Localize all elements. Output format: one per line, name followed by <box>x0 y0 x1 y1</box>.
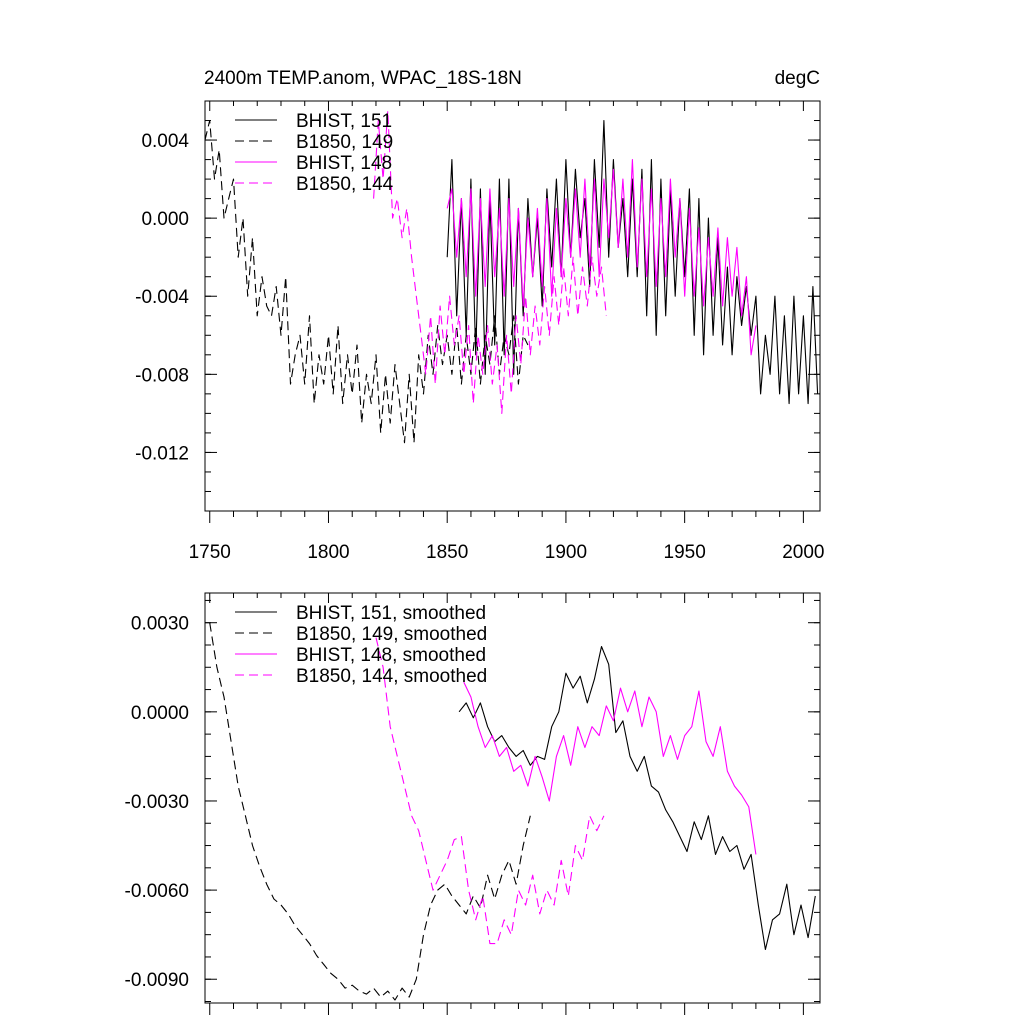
y-tick-label: -0.008 <box>135 365 189 386</box>
legend-label: B1850, 149 <box>296 132 393 153</box>
chart-title: 2400m TEMP.anom, WPAC_18S-18N <box>204 68 522 89</box>
legend-label: B1850, 144 <box>296 174 394 195</box>
y-tick-labels-top: 0.004 0.000 -0.004 -0.008 -0.012 <box>135 131 189 464</box>
x-tick-label: 1750 <box>189 542 231 563</box>
series-line-3 <box>446 159 757 356</box>
y-tick-label: -0.0030 <box>125 792 189 813</box>
panel-raw: 2400m TEMP.anom, WPAC_18S-18N degC 0.004… <box>135 68 824 563</box>
series-group-top <box>204 110 819 444</box>
axis-ticks-bottom <box>205 593 820 1015</box>
legend-label: BHIST, 151, smoothed <box>296 603 486 624</box>
x-tick-label: 1800 <box>307 542 349 563</box>
y-tick-label: 0.000 <box>141 209 189 230</box>
y-tick-label: 0.004 <box>141 131 189 152</box>
legend-label: B1850, 149, smoothed <box>296 624 487 645</box>
series-line-1 <box>458 645 816 951</box>
series-line-3 <box>463 681 757 855</box>
plot-frame-bottom <box>204 592 821 1004</box>
series-line-4 <box>373 110 607 414</box>
series-line-2 <box>204 119 529 444</box>
series-line-4 <box>375 637 605 945</box>
plot-frame-top <box>204 100 821 512</box>
y-tick-label: -0.0060 <box>125 881 189 902</box>
y-tick-label: 0.0000 <box>131 703 189 724</box>
x-tick-label: 1850 <box>426 542 468 563</box>
y-tick-label: -0.012 <box>135 443 189 464</box>
x-tick-label: 2000 <box>782 542 824 563</box>
series-group-bottom <box>209 622 816 1001</box>
series-line-2 <box>209 622 531 1001</box>
y-tick-label: -0.0090 <box>125 970 189 991</box>
panel-smoothed: 0.0030 0.0000 -0.0030 -0.0060 -0.0090 BHIST,… <box>125 592 821 1015</box>
y-tick-label: -0.004 <box>135 287 189 308</box>
series-line-1 <box>446 119 819 405</box>
legend-label: B1850, 144, smoothed <box>296 666 487 687</box>
x-tick-label: 1950 <box>664 542 706 563</box>
units-label: degC <box>775 68 820 89</box>
x-tick-labels-top: 1750 1800 1850 1900 1950 2000 <box>189 542 825 563</box>
x-tick-label: 1900 <box>545 542 587 563</box>
legend-label: BHIST, 148 <box>296 153 392 174</box>
axis-ticks-top <box>205 100 820 523</box>
y-tick-labels-bottom: 0.0030 0.0000 -0.0030 -0.0060 -0.0090 <box>125 614 189 992</box>
y-tick-label: 0.0030 <box>131 614 189 635</box>
legend-label: BHIST, 151 <box>296 111 392 132</box>
legend-label: BHIST, 148, smoothed <box>296 645 486 666</box>
